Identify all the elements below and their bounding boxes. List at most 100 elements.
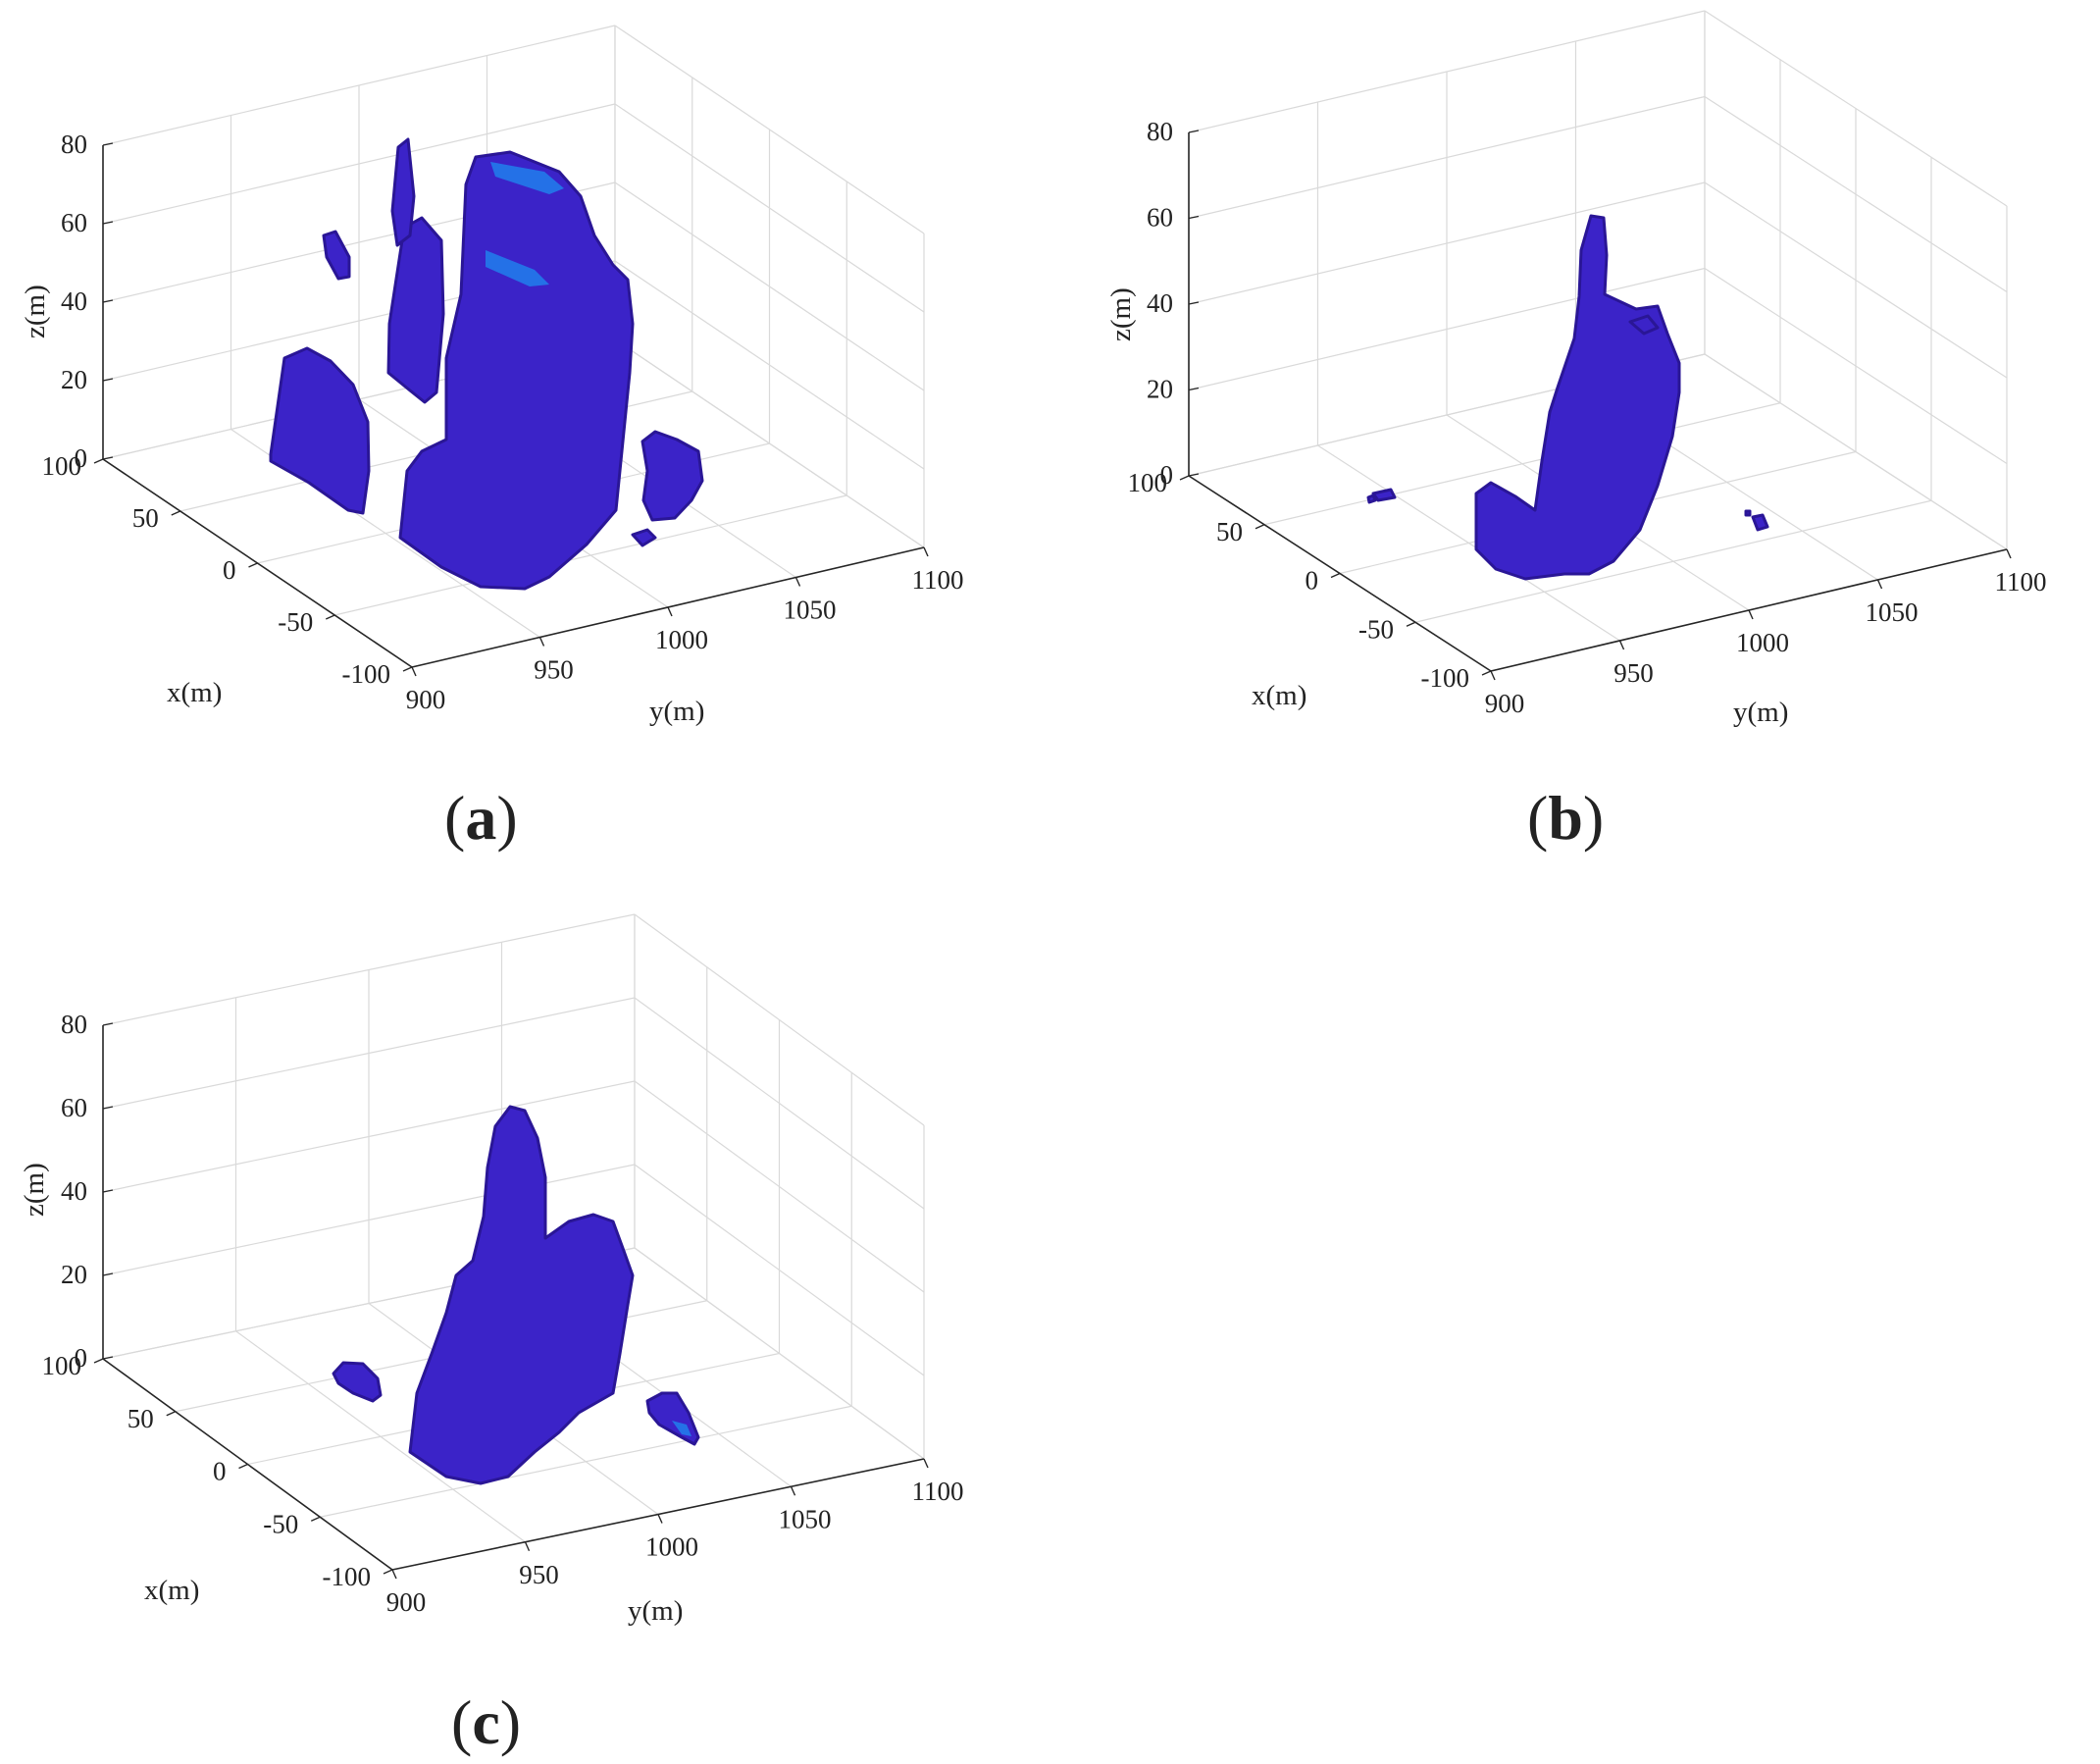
panel-c-y-tick-label: 950 — [519, 1560, 559, 1589]
panel-a-gridline — [614, 25, 925, 234]
panel-b-z-tick — [1188, 130, 1200, 133]
panel-a-cloud-right-blobs — [640, 430, 704, 522]
panel-c-z-tick — [102, 1189, 114, 1193]
panel-b-point-clouds — [1366, 214, 1769, 581]
panel-a-y-tick — [794, 577, 801, 587]
panel-c-gridline — [634, 913, 925, 1126]
panel-b-z-tick — [1188, 215, 1200, 220]
panel-b-tick-labels: 100 900 0 50 950 20 0 1000 40 -50 1050 60 -100 1100 80 — [1128, 117, 2047, 718]
panel-b-cloud-main-mass — [1628, 314, 1660, 336]
panel-c-z-tick — [102, 1106, 114, 1110]
panel-c-gridline — [102, 1080, 636, 1193]
panel-a-z-tick — [102, 299, 114, 303]
panel-b-gridline — [1704, 10, 2008, 207]
panel-a-y-tick — [667, 606, 673, 617]
panel-a-x-tick-label: 0 — [223, 555, 236, 585]
panel-c-y-tick-label: 900 — [386, 1587, 427, 1617]
panel-a-y-tick — [411, 666, 417, 677]
panel-a-z-tick-label: 80 — [61, 130, 87, 159]
panel-a-label: (a) — [444, 783, 518, 853]
panel-c-cloud-main-body — [408, 1105, 635, 1485]
panel-b-z-tick-label: 60 — [1147, 203, 1173, 233]
panel-c-gridline — [102, 913, 636, 1026]
panel-b-cloud-outlier — [1744, 509, 1752, 517]
panel-b-y-tick — [2006, 548, 2012, 559]
panel-a-point-clouds — [269, 137, 704, 591]
panel-a-gridline — [614, 182, 925, 391]
panel-a-gridline — [614, 103, 925, 313]
panel-c-gridline — [320, 1405, 852, 1518]
panel-b-z-tick-label: 20 — [1147, 375, 1173, 404]
panel-a-x-tick — [171, 510, 181, 516]
panel-b-y-tick — [1490, 670, 1496, 681]
panel-a-y-tick-label: 1100 — [912, 565, 964, 595]
panel-c-x-tick-label: 0 — [213, 1457, 227, 1486]
panel-c-x-tick-label: -50 — [263, 1509, 298, 1538]
panel-a-z-tick-label: 20 — [61, 365, 87, 394]
panel-b: 100 900 0 50 950 20 0 1000 40 -50 1050 60 -100 1100 80… — [1105, 10, 2047, 853]
panel-b-gridline — [1188, 95, 1706, 220]
panel-a-cloud-small-blob — [322, 230, 351, 281]
panel-a-y-tick-label: 950 — [534, 655, 574, 685]
panel-b-cloud-outlier — [1366, 493, 1377, 504]
panel-a-z-tick — [102, 378, 114, 382]
panel-a-z-tick — [102, 456, 114, 460]
panel-c: 100 900 0 50 950 20 0 1000 40 -50 1050 60 -100 1100 80… — [19, 913, 964, 1757]
panel-c-cloud-left-blob — [332, 1361, 383, 1403]
panel-c-y-tick — [790, 1485, 796, 1496]
panel-a-cloud-right-blobs — [631, 528, 657, 547]
panel-c-x-tick-label: 50 — [128, 1404, 154, 1433]
panel-c-z-tick — [102, 1272, 114, 1276]
panel-b-gridline — [1704, 182, 2008, 379]
panel-c-point-clouds — [332, 1105, 700, 1485]
panel-a-z-tick-label: 40 — [61, 286, 87, 316]
panel-b-z-tick — [1188, 473, 1200, 477]
panel-b-z-tick-label: 80 — [1147, 117, 1173, 146]
panel-a-ylabel: y(m) — [649, 696, 704, 727]
panel-c-y-tick — [657, 1514, 663, 1524]
panel-c-xlabel: x(m) — [144, 1575, 199, 1606]
panel-c-y-tick — [923, 1458, 929, 1469]
panel-a-axes — [93, 142, 929, 677]
panel-b-y-tick-label: 1050 — [1866, 597, 1919, 627]
panel-a-y-tick — [923, 546, 929, 557]
panel-c-z-tick-label: 0 — [75, 1343, 88, 1373]
panel-c-gridline — [634, 1247, 925, 1460]
panel-b-gridline — [1704, 95, 2008, 293]
panel-a-x-tick — [325, 614, 335, 620]
panel-c-x-tick — [166, 1411, 177, 1417]
panel-b-xlabel: x(m) — [1252, 680, 1306, 711]
panel-b-y-tick — [1876, 579, 1883, 590]
panel-a-gridline — [102, 25, 616, 146]
panel-b-gridline — [1414, 499, 1932, 623]
panel-a-x-tick-label: 100 — [42, 451, 82, 481]
panel-b-x-tick-label: 0 — [1306, 566, 1319, 596]
panel-a-zlabel: z(m) — [20, 285, 51, 338]
panel-b-x-tick-label: -100 — [1421, 663, 1470, 693]
panel-b-y-tick-label: 950 — [1613, 658, 1654, 688]
panel-a-z-tick — [102, 142, 114, 146]
panel-c-z-tick-label: 20 — [61, 1260, 87, 1289]
panel-c-z-tick — [102, 1356, 114, 1360]
panel-c-y-tick-label: 1000 — [645, 1532, 698, 1562]
panel-a-y-tick-label: 900 — [406, 685, 446, 714]
panel-c-tick-labels: 100 900 0 50 950 20 0 1000 40 -50 1050 60 -100 1100 80 — [42, 1010, 964, 1617]
panel-c-x-tick — [238, 1463, 248, 1470]
panel-a: 100 900 0 50 950 20 0 1000 40 -50 1050 60 -100 1100 80… — [20, 25, 964, 853]
panel-a-x-tick-label: 50 — [132, 503, 159, 533]
panel-b-z-tick-label: 0 — [1160, 460, 1174, 490]
panel-a-cloud-thin-slab — [386, 216, 445, 404]
panel-b-zlabel: z(m) — [1105, 287, 1137, 341]
panel-c-z-tick — [102, 1022, 114, 1026]
panel-a-gridline — [102, 103, 616, 225]
panel-a-z-tick-label: 60 — [61, 208, 87, 237]
panel-a-cloud-highlight — [486, 250, 549, 286]
panel-b-y-tick-label: 900 — [1485, 689, 1525, 718]
panel-c-cloud-highlight — [672, 1421, 691, 1436]
panel-b-cloud-main-mass — [1474, 214, 1681, 581]
panel-a-x-tick — [93, 458, 104, 464]
panel-c-z-tick-label: 80 — [61, 1010, 87, 1039]
panel-a-x-tick-label: -50 — [278, 607, 313, 637]
panel-b-x-tick — [1330, 572, 1341, 579]
